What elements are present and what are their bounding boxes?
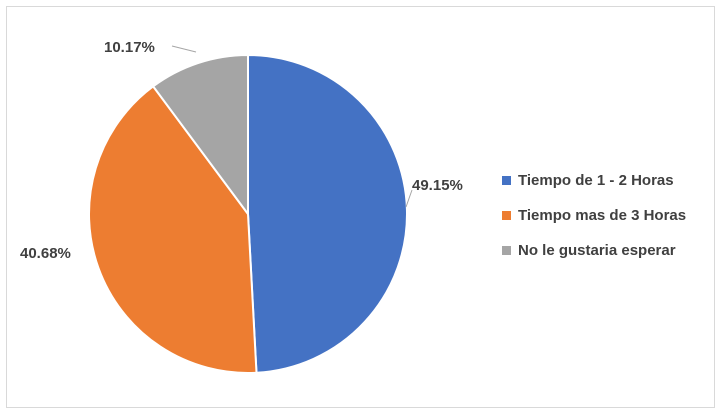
leader-lines <box>171 45 413 208</box>
legend-item-tiempo-1-2-horas: Tiempo de 1 - 2 Horas <box>502 166 686 194</box>
data-label-tiempo-mas-3-horas: 40.68% <box>20 245 71 262</box>
legend-label: No le gustaria esperar <box>518 241 676 259</box>
legend-swatch <box>502 245 511 255</box>
leader-line <box>405 189 413 208</box>
leader-line <box>171 45 197 53</box>
legend-swatch <box>502 210 511 220</box>
legend-item-no-le-gustaria-esperar: No le gustaria esperar <box>502 236 686 264</box>
pie-slices <box>88 53 408 374</box>
legend-label: Tiempo mas de 3 Horas <box>518 206 687 224</box>
slice-tiempo-mas-3-horas <box>88 84 258 374</box>
data-label-no-le-gustaria-esperar: 10.17% <box>104 39 155 56</box>
legend: Tiempo de 1 - 2 Horas Tiempo mas de 3 Ho… <box>502 166 686 271</box>
slice-tiempo-1-2-horas <box>247 53 408 374</box>
legend-swatch <box>502 175 511 185</box>
legend-label: Tiempo de 1 - 2 Horas <box>518 171 674 189</box>
data-labels: 49.15% 40.68% 10.17% <box>20 39 463 262</box>
slice-no-le-gustaria-esperar <box>151 53 249 218</box>
legend-item-tiempo-mas-3-horas: Tiempo mas de 3 Horas <box>502 201 686 229</box>
data-label-tiempo-1-2-horas: 49.15% <box>412 177 463 194</box>
